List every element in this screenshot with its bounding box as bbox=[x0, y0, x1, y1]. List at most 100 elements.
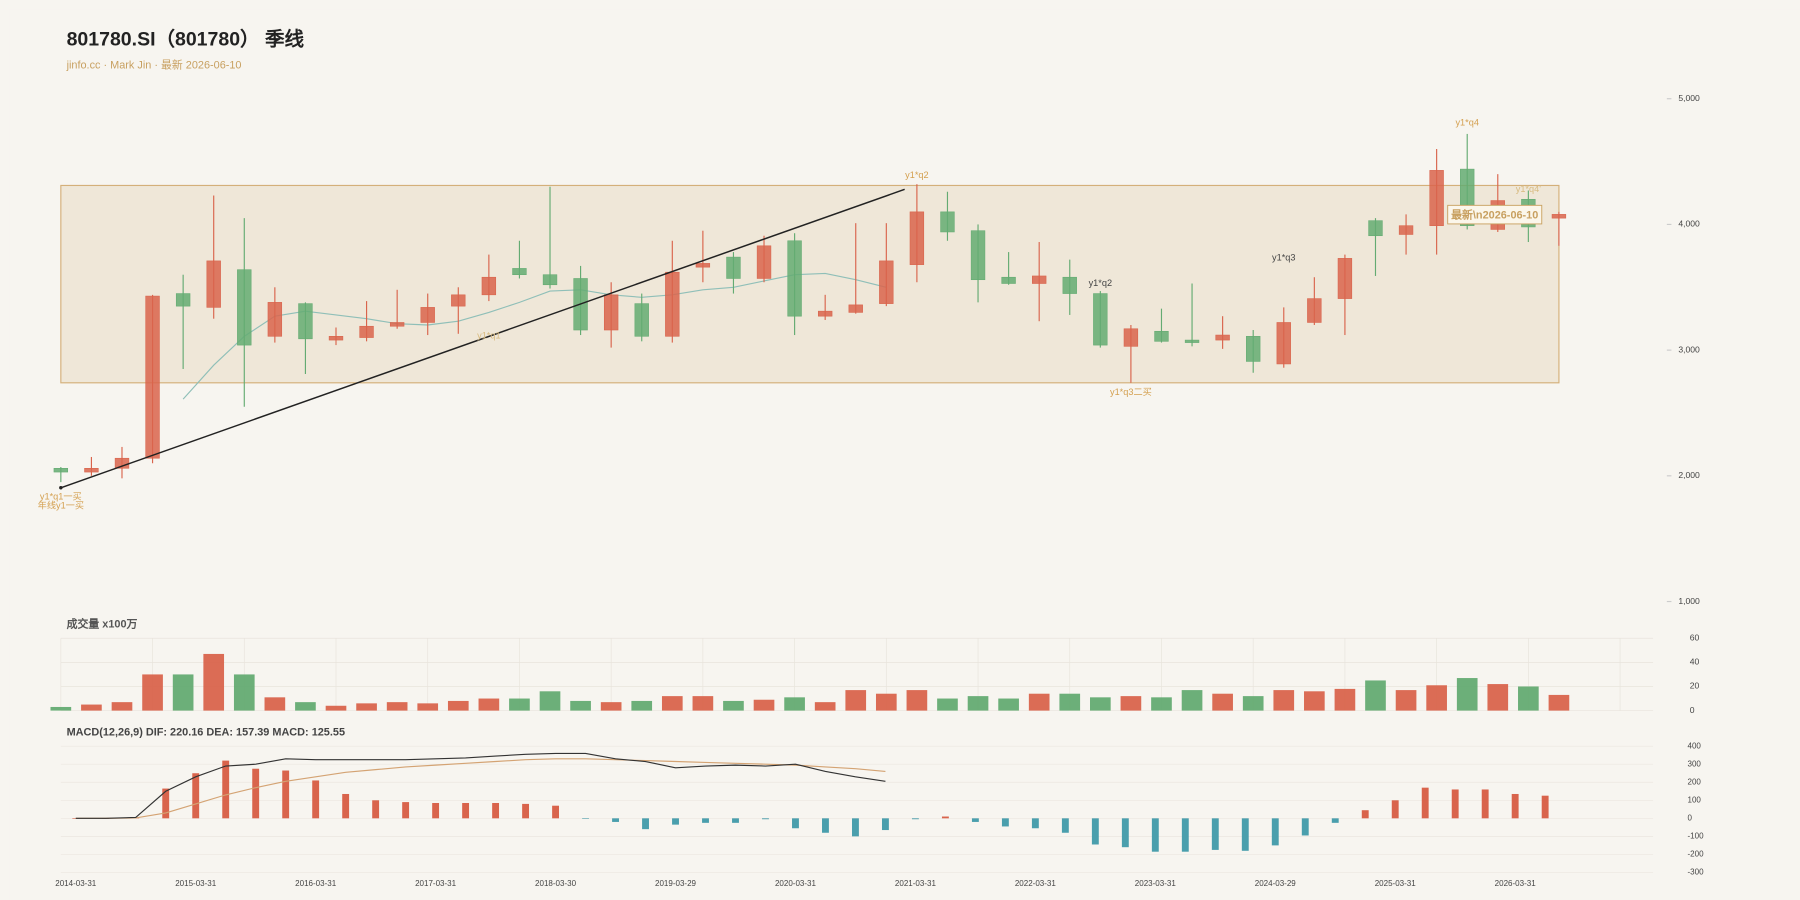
volume-bar bbox=[111, 702, 133, 711]
candle-body bbox=[970, 230, 986, 281]
macd-bar bbox=[732, 818, 739, 823]
macd-bar bbox=[1241, 818, 1249, 851]
x-tick-label: 2024-03-29 bbox=[1255, 879, 1297, 888]
dif-line bbox=[75, 752, 886, 819]
volume-bar bbox=[386, 702, 408, 711]
macd-bar bbox=[1271, 818, 1279, 846]
candle-body bbox=[359, 325, 374, 338]
candle-body bbox=[603, 294, 619, 331]
volume-bar bbox=[356, 703, 377, 711]
macd-bar bbox=[1361, 810, 1369, 819]
volume-bar bbox=[784, 697, 805, 711]
candle-body bbox=[512, 268, 527, 275]
x-tick-label: 2022-03-31 bbox=[1015, 879, 1057, 888]
candle-body bbox=[665, 271, 680, 337]
annotation: y1*q2 bbox=[1089, 278, 1112, 288]
volume-bar bbox=[1273, 690, 1295, 711]
chart-subtitle: jinfo.cc · Mark Jin · 最新 2026-06-10 bbox=[66, 57, 242, 71]
annotation-box bbox=[1447, 204, 1543, 225]
volume-bar bbox=[753, 699, 775, 711]
candle-body bbox=[879, 260, 894, 304]
macd-bar bbox=[792, 818, 799, 829]
y-tick-label: -100 bbox=[1688, 831, 1705, 840]
volume-bar bbox=[1395, 690, 1417, 711]
volume-bar bbox=[1242, 696, 1264, 711]
macd-bar bbox=[1091, 818, 1099, 845]
candle-body bbox=[1368, 220, 1383, 237]
y-tick-label: 40 bbox=[1690, 657, 1700, 667]
volume-bar bbox=[1028, 693, 1050, 711]
volume-bar bbox=[203, 653, 225, 711]
candle-body bbox=[1001, 276, 1016, 284]
x-tick-label: 2023-03-31 bbox=[1135, 879, 1177, 888]
volume-bar bbox=[875, 693, 897, 711]
volume-bar bbox=[570, 700, 591, 711]
macd-bar bbox=[1481, 789, 1489, 819]
candle-body bbox=[1429, 170, 1444, 226]
x-tick-label: 2026-03-31 bbox=[1495, 879, 1537, 888]
chart-title: 801780.SI（801780） 季线 bbox=[67, 27, 305, 50]
volume-bar bbox=[998, 698, 1019, 711]
volume-bar bbox=[600, 702, 622, 711]
background bbox=[9, 9, 1800, 900]
macd-bar bbox=[462, 802, 470, 819]
volume-bar bbox=[50, 706, 72, 711]
x-tick-label: 2018-03-30 bbox=[535, 879, 577, 888]
volume-bar bbox=[723, 700, 744, 711]
candle-body bbox=[420, 307, 435, 323]
x-tick-label: 2019-03-29 bbox=[655, 879, 697, 888]
candle-body bbox=[1276, 322, 1291, 365]
y-tick-label: 3,000 bbox=[1678, 344, 1700, 354]
macd-bar bbox=[911, 818, 919, 820]
macd-bar bbox=[1391, 800, 1399, 819]
y-tick-label: 4,000 bbox=[1678, 219, 1700, 229]
annotation: y1*q4 bbox=[1455, 117, 1478, 127]
volume-bar bbox=[1487, 684, 1509, 711]
volume-bar bbox=[478, 698, 500, 711]
volume-bar bbox=[692, 696, 714, 711]
volume-bar bbox=[814, 702, 836, 711]
y-tick-label: 20 bbox=[1690, 681, 1700, 691]
candle-body bbox=[542, 274, 558, 286]
candle-body bbox=[1062, 276, 1077, 294]
candle-body bbox=[53, 467, 69, 473]
macd-bar bbox=[1181, 818, 1189, 852]
macd-bar bbox=[642, 818, 649, 830]
volume-bar bbox=[539, 691, 561, 711]
volume-bar bbox=[906, 690, 928, 711]
annotation: 最新\n2026-06-10 bbox=[1451, 208, 1538, 222]
candle-body bbox=[175, 293, 191, 307]
volume-bar bbox=[1365, 680, 1386, 711]
volume-bar bbox=[1456, 678, 1478, 711]
y-tick-label: 5,000 bbox=[1678, 93, 1700, 103]
candle-body bbox=[695, 263, 711, 268]
candle-body bbox=[1398, 225, 1414, 235]
macd-bar bbox=[372, 800, 380, 819]
candle-body bbox=[328, 336, 344, 341]
macd-bar bbox=[1031, 818, 1039, 829]
volume-bar bbox=[661, 696, 683, 711]
volume-bar bbox=[1120, 696, 1142, 711]
macd-bar bbox=[492, 802, 500, 819]
macd-bar bbox=[1061, 818, 1069, 833]
candle-body bbox=[1307, 298, 1322, 323]
macd-bar bbox=[162, 788, 170, 819]
macd-bar bbox=[552, 805, 560, 819]
y-tick-label: -200 bbox=[1688, 850, 1705, 859]
trend-line bbox=[60, 188, 905, 489]
candle-body bbox=[756, 245, 772, 279]
volume-bar bbox=[447, 700, 469, 711]
macd-bar bbox=[971, 818, 979, 822]
volume-bar bbox=[1518, 686, 1539, 711]
volume-bar bbox=[937, 698, 958, 711]
volume-bar bbox=[1059, 693, 1081, 711]
macd-bar bbox=[1451, 789, 1459, 819]
macd-bar bbox=[252, 768, 260, 819]
candle-body bbox=[817, 310, 833, 317]
macd-bar bbox=[881, 818, 889, 831]
volume-bar bbox=[631, 700, 653, 711]
y-tick-label: 200 bbox=[1688, 777, 1702, 786]
y-tick-label: 0 bbox=[1688, 813, 1693, 822]
candle-body bbox=[206, 260, 221, 308]
